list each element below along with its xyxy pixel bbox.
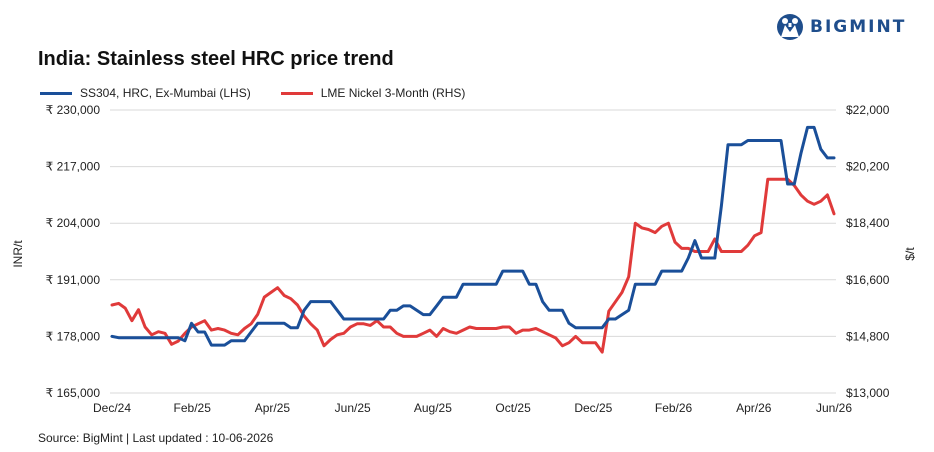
y-right-tick-label: $22,000: [846, 103, 890, 117]
y-right-tick-label: $18,400: [846, 216, 890, 230]
chart-legend: SS304, HRC, Ex-Mumbai (LHS) LME Nickel 3…: [40, 86, 495, 100]
legend-swatch-nickel: [280, 91, 313, 95]
y-right-tick-label: $16,600: [846, 273, 890, 287]
x-tick-label: Apr/26: [736, 401, 772, 415]
legend-label-ss304: SS304, HRC, Ex-Mumbai (LHS): [80, 86, 251, 100]
source-note: Source: BigMint | Last updated : 10-06-2…: [38, 431, 274, 445]
y-axis-left-title: INR/t: [11, 240, 25, 268]
y-right-tick-label: $13,000: [846, 386, 890, 400]
brand-name: BIGMINT: [810, 17, 907, 37]
series-lines: [110, 125, 836, 354]
x-axis: Dec/24 Feb/25 Apr/25 Jun/25 Aug/25 Oct/25 Dec/…: [93, 401, 852, 415]
x-tick-label: Oct/25: [495, 401, 531, 415]
x-tick-label: Dec/25: [574, 401, 612, 415]
y-axis-right-title: $/t: [903, 247, 917, 261]
legend-item-ss304: SS304, HRC, Ex-Mumbai (LHS): [40, 86, 251, 100]
y-right-tick-label: $14,800: [846, 329, 890, 343]
y-right-tick-label: $20,200: [846, 160, 890, 174]
gridlines: [110, 109, 836, 394]
y-left-tick-label: ₹ 230,000: [46, 103, 101, 117]
y-left-tick-label: ₹ 165,000: [46, 386, 101, 400]
x-tick-label: Dec/24: [93, 401, 131, 415]
legend-label-nickel: LME Nickel 3-Month (RHS): [320, 86, 466, 100]
y-axis-left: ₹ 165,000 ₹ 178,000 ₹ 191,000 ₹ 204,000 ₹ 21…: [46, 103, 101, 400]
x-tick-label: Jun/25: [335, 401, 371, 415]
y-left-tick-label: ₹ 191,000: [46, 273, 101, 287]
x-tick-label: Jun/26: [816, 401, 852, 415]
series-line-ss304: [110, 125, 836, 347]
y-left-tick-label: ₹ 204,000: [46, 216, 101, 230]
y-axis-right: $13,000 $14,800 $16,600 $18,400 $20,200 $22,0…: [846, 103, 890, 400]
chart-title: India: Stainless steel HRC price trend: [38, 48, 394, 70]
y-left-tick-label: ₹ 178,000: [46, 329, 101, 343]
legend-swatch-ss304: [40, 91, 72, 95]
x-tick-label: Aug/25: [414, 401, 452, 415]
x-tick-label: Apr/25: [255, 401, 291, 415]
x-tick-label: Feb/25: [174, 401, 212, 415]
bigmint-logo-icon: [777, 14, 803, 40]
y-left-tick-label: ₹ 217,000: [46, 160, 101, 174]
x-tick-label: Feb/26: [655, 401, 693, 415]
series-line-nickel: [110, 177, 836, 354]
legend-item-nickel: LME Nickel 3-Month (RHS): [280, 86, 466, 100]
brand-logo: BIGMINT: [776, 12, 906, 42]
